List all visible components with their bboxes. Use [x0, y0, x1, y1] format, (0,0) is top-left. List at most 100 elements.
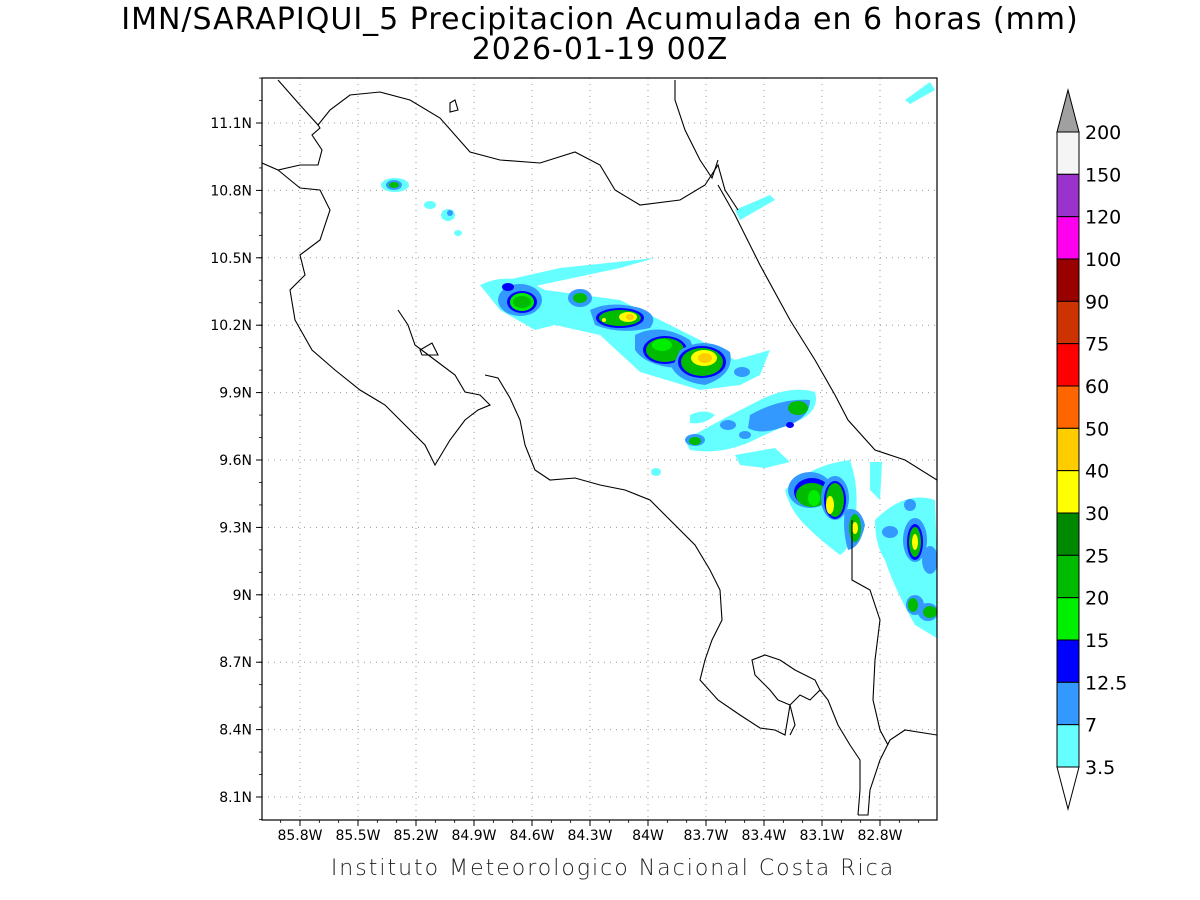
precip-cell [808, 490, 820, 506]
colorbar-swatch [1056, 512, 1080, 556]
precipitation-field [381, 82, 937, 639]
precip-cell [454, 230, 462, 236]
precip-cell [739, 431, 751, 439]
coast-central-pacific [484, 374, 821, 736]
precip-cell [698, 353, 712, 363]
colorbar-label: 7 [1085, 715, 1097, 737]
colorbar-label: 25 [1085, 545, 1109, 567]
colorbar-swatch [1056, 300, 1080, 345]
precip-cell [734, 367, 750, 377]
colorbar-label: 75 [1085, 334, 1109, 356]
precip-cell [788, 401, 808, 415]
colorbar-label: 40 [1085, 461, 1109, 483]
border-north [277, 79, 739, 211]
x-tick-label: 85.2W [393, 828, 438, 844]
latitude-axis: 11.1N 10.8N 10.5N 10.2N 9.9N 9.6N 9.3N 9N 8.7N 8.… [210, 77, 262, 820]
precip-cell [912, 534, 918, 550]
colorbar-label: 15 [1085, 630, 1109, 652]
map-subtitle: 2026-01-19 00Z [471, 32, 729, 67]
coast-nicaragua [674, 80, 719, 180]
precip-cell [904, 499, 916, 511]
colorbar-swatch [1056, 385, 1080, 429]
y-tick-label: 8.4N [219, 723, 252, 739]
colorbar-label: 30 [1085, 503, 1109, 525]
colorbar-label: 100 [1085, 249, 1121, 271]
precip-streak [905, 82, 935, 104]
colorbar-label: 20 [1085, 588, 1109, 610]
longitude-axis: 85.8W 85.5W 85.2W 84.9W 84.6W 84.3W 84W 83.7W 83… [277, 820, 920, 844]
y-tick-label: 9.9N [219, 386, 252, 402]
colorbar-label: 200 [1085, 122, 1121, 144]
precip-cell [882, 526, 898, 538]
colorbar-swatch [1056, 131, 1080, 175]
colorbar-swatch [1056, 216, 1080, 260]
precip-cell [908, 598, 918, 612]
colorbar-swatch [1056, 343, 1080, 387]
precip-cell [389, 182, 399, 188]
precip-cell [513, 296, 531, 308]
coastline [262, 79, 937, 816]
precip-cell [652, 339, 672, 351]
coast-caribbean [717, 184, 937, 481]
colorbar-label: 3.5 [1085, 757, 1115, 779]
colorbar-label: 150 [1085, 164, 1121, 186]
precip-cell [602, 318, 606, 322]
coast-golfito [819, 689, 861, 816]
x-tick-label: 83.7W [683, 828, 728, 844]
precip-cell [626, 314, 634, 320]
colorbar-swatch [1056, 258, 1080, 302]
y-tick-label: 11.1N [210, 116, 252, 132]
precip-cell [573, 293, 587, 303]
precip-streak [735, 195, 775, 220]
colorbar-swatch [1056, 681, 1080, 726]
precip-cell [689, 437, 701, 445]
y-tick-label: 8.7N [219, 655, 252, 671]
coast-nicoya [277, 169, 491, 467]
x-tick-label: 85.8W [277, 828, 322, 844]
precip-cell [720, 420, 736, 430]
y-tick-label: 8.1N [219, 790, 252, 806]
coast-burica [858, 729, 937, 816]
x-tick-label: 83.4W [741, 828, 786, 844]
colorbar-label: 50 [1085, 418, 1109, 440]
colorbar-swatch [1056, 470, 1080, 514]
x-tick-label: 84.3W [567, 828, 612, 844]
precip-cell [690, 411, 715, 424]
precip-cell [922, 546, 937, 574]
precip-cell [424, 201, 436, 209]
precip-cell [502, 283, 514, 291]
colorbar-min-arrow [1056, 766, 1080, 811]
x-tick-label: 83.1W [799, 828, 844, 844]
colorbar-label: 120 [1085, 207, 1121, 229]
colorbar-max-arrow [1056, 88, 1080, 133]
colorbar-swatch [1056, 554, 1080, 599]
map-title: IMN/SARAPIQUI_5 Precipitacion Acumulada … [121, 2, 1079, 37]
footer-credit: Instituto Meteorologico Nacional Costa R… [330, 856, 896, 881]
precip-cell [447, 210, 453, 216]
island-north [449, 99, 459, 113]
x-tick-label: 85.5W [335, 828, 380, 844]
precip-cell [786, 422, 794, 428]
y-tick-label: 10.5N [210, 251, 252, 267]
precip-cell [870, 462, 882, 500]
y-tick-label: 10.8N [210, 183, 252, 199]
y-tick-label: 9.3N [219, 520, 252, 536]
colorbar-label: 12.5 [1085, 672, 1127, 694]
colorbar: 200 150 120 100 90 75 60 50 40 30 25 20 15 12.5 7 3.5 [1056, 88, 1127, 811]
colorbar-swatch [1056, 427, 1080, 472]
coast-pacific-north [262, 124, 323, 171]
precip-cell [852, 522, 858, 534]
map-grid [262, 78, 937, 820]
colorbar-swatch [1056, 724, 1080, 768]
x-tick-label: 84.9W [451, 828, 496, 844]
y-tick-label: 9N [233, 588, 252, 604]
colorbar-swatch [1056, 597, 1080, 641]
y-tick-label: 9.6N [219, 453, 252, 469]
colorbar-swatch [1056, 173, 1080, 218]
island-chira [419, 342, 439, 356]
precip-band [735, 448, 790, 468]
y-tick-label: 10.2N [210, 318, 252, 334]
map-frame [261, 77, 938, 821]
precip-cell [651, 468, 661, 476]
